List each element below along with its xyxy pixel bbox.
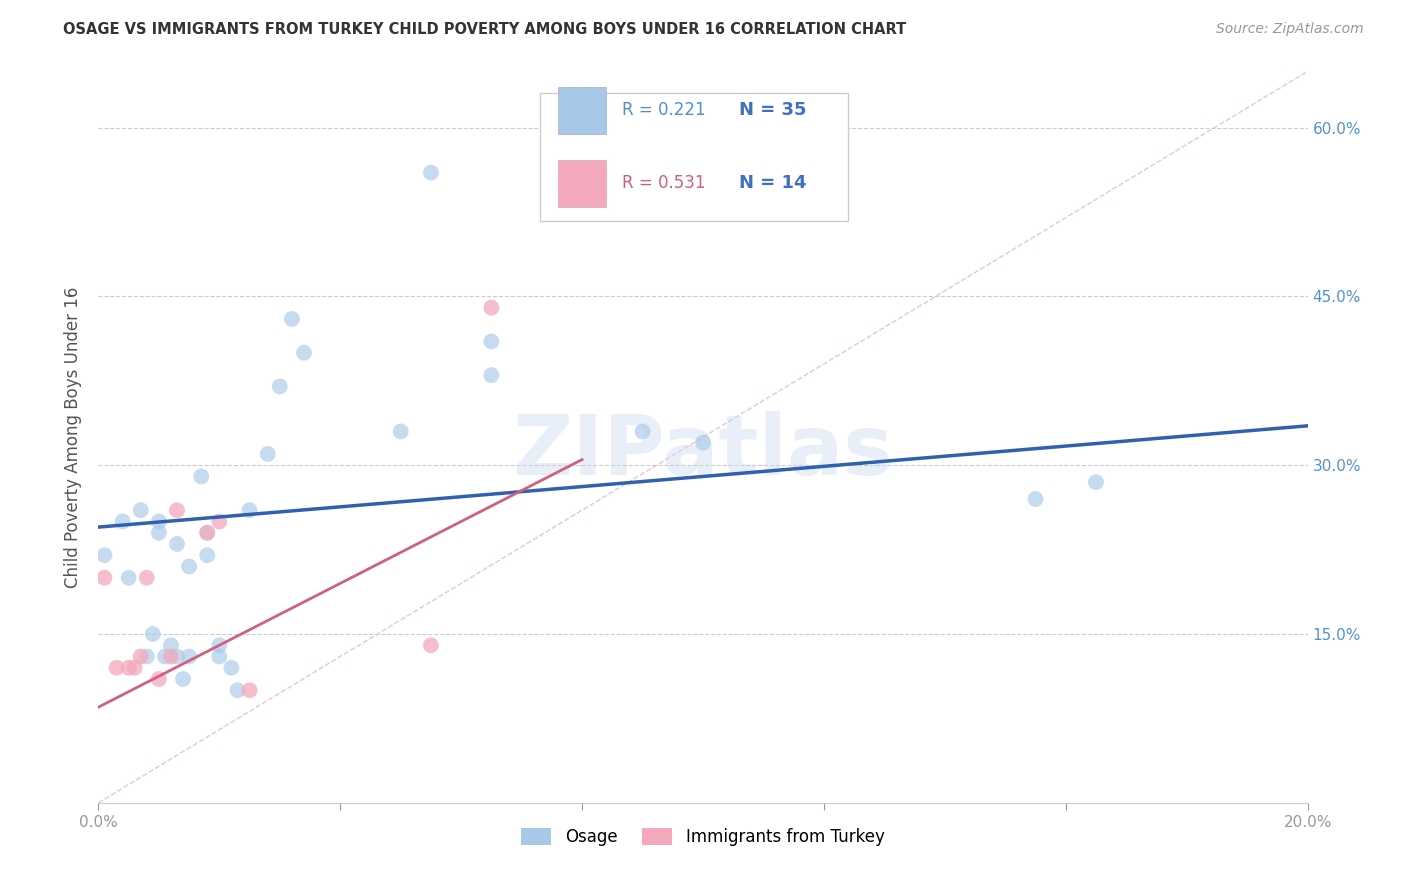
Legend: Osage, Immigrants from Turkey: Osage, Immigrants from Turkey bbox=[515, 822, 891, 853]
Point bbox=[166, 537, 188, 551]
Point bbox=[208, 638, 231, 652]
Point bbox=[135, 571, 157, 585]
FancyBboxPatch shape bbox=[558, 160, 606, 207]
Point bbox=[129, 503, 152, 517]
Point bbox=[208, 649, 231, 664]
Y-axis label: Child Poverty Among Boys Under 16: Child Poverty Among Boys Under 16 bbox=[65, 286, 83, 588]
Point bbox=[292, 345, 315, 359]
Point bbox=[195, 525, 218, 540]
Point bbox=[148, 525, 170, 540]
Text: N = 35: N = 35 bbox=[740, 101, 807, 120]
Point bbox=[111, 515, 134, 529]
Point bbox=[481, 334, 503, 349]
Point bbox=[148, 672, 170, 686]
Point bbox=[239, 503, 262, 517]
Point bbox=[1085, 475, 1108, 489]
Point bbox=[420, 166, 443, 180]
Point bbox=[179, 649, 201, 664]
Point bbox=[281, 312, 304, 326]
Point bbox=[481, 368, 503, 383]
Point bbox=[239, 683, 262, 698]
Point bbox=[93, 548, 115, 562]
Point bbox=[481, 301, 503, 315]
Point bbox=[118, 661, 141, 675]
Text: R = 0.221: R = 0.221 bbox=[621, 101, 706, 120]
Point bbox=[160, 649, 183, 664]
Point bbox=[692, 435, 714, 450]
Point bbox=[135, 649, 157, 664]
Point bbox=[160, 638, 183, 652]
Point bbox=[221, 661, 243, 675]
Point bbox=[208, 515, 231, 529]
Point bbox=[256, 447, 278, 461]
Point bbox=[153, 649, 176, 664]
Point bbox=[389, 425, 412, 439]
Point bbox=[269, 379, 291, 393]
Point bbox=[172, 672, 194, 686]
Point bbox=[166, 649, 188, 664]
Text: OSAGE VS IMMIGRANTS FROM TURKEY CHILD POVERTY AMONG BOYS UNDER 16 CORRELATION CH: OSAGE VS IMMIGRANTS FROM TURKEY CHILD PO… bbox=[63, 22, 907, 37]
FancyBboxPatch shape bbox=[540, 94, 848, 221]
Point bbox=[124, 661, 146, 675]
FancyBboxPatch shape bbox=[558, 87, 606, 134]
Point bbox=[1024, 491, 1046, 506]
Point bbox=[226, 683, 249, 698]
Point bbox=[105, 661, 128, 675]
Point bbox=[631, 425, 654, 439]
Point bbox=[420, 638, 443, 652]
Point bbox=[166, 503, 188, 517]
Point bbox=[190, 469, 212, 483]
Point bbox=[93, 571, 115, 585]
Point bbox=[195, 525, 218, 540]
Point bbox=[179, 559, 201, 574]
Text: ZIPatlas: ZIPatlas bbox=[513, 411, 893, 492]
Text: Source: ZipAtlas.com: Source: ZipAtlas.com bbox=[1216, 22, 1364, 37]
Text: N = 14: N = 14 bbox=[740, 174, 807, 193]
Point bbox=[129, 649, 152, 664]
Point bbox=[142, 627, 165, 641]
Point bbox=[148, 515, 170, 529]
Point bbox=[195, 548, 218, 562]
Text: R = 0.531: R = 0.531 bbox=[621, 174, 706, 193]
Point bbox=[118, 571, 141, 585]
